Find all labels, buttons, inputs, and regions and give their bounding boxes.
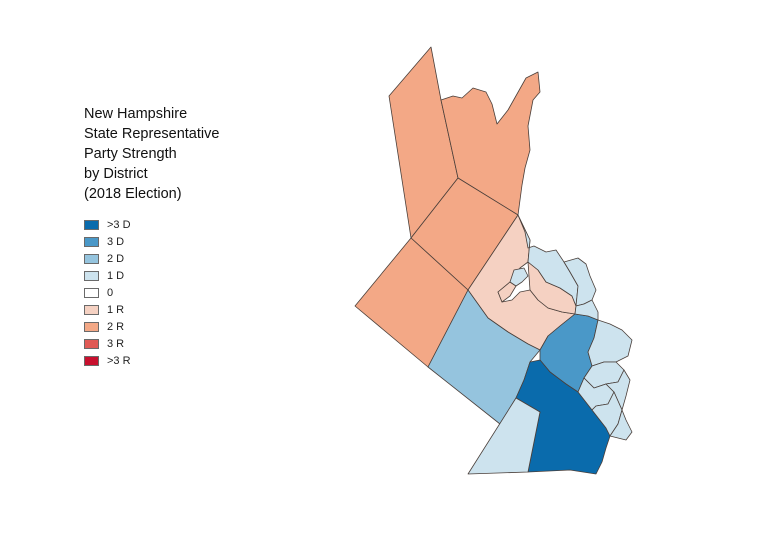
legend-label: 2 R <box>107 321 125 334</box>
legend-item: 2 D <box>84 250 131 267</box>
title-line-1: New Hampshire <box>84 106 188 122</box>
legend-item: 3 R <box>84 336 131 353</box>
legend-label: 0 <box>107 286 114 299</box>
legend-item: 1 D <box>84 267 131 284</box>
title-line-4: by District <box>84 166 148 182</box>
legend-label: >3 R <box>107 355 131 368</box>
legend-label: 3 D <box>107 235 125 248</box>
district-east-8[interactable] <box>609 409 633 441</box>
legend-swatch <box>84 339 99 350</box>
legend-item: 1 R <box>84 301 131 318</box>
legend-swatch <box>84 356 99 367</box>
legend-swatch <box>84 219 99 230</box>
district-east-2[interactable] <box>574 299 599 321</box>
legend-swatch <box>84 236 99 247</box>
legend-label: 3 R <box>107 338 125 351</box>
legend: >3 D 3 D 2 D 1 D 0 1 R 2 R 3 R >3 R <box>84 216 131 370</box>
legend-swatch <box>84 270 99 281</box>
title-line-3: Party Strength <box>84 146 177 162</box>
legend-swatch <box>84 253 99 264</box>
district-north-2[interactable] <box>440 71 541 216</box>
title-line-2: State Representative <box>84 126 220 142</box>
legend-item: >3 R <box>84 353 131 370</box>
legend-item: 3 D <box>84 233 131 250</box>
legend-swatch <box>84 305 99 316</box>
legend-swatch <box>84 322 99 333</box>
map-title: New Hampshire State Representative Party… <box>84 104 219 204</box>
legend-label: 2 D <box>107 252 125 265</box>
title-line-5: (2018 Election) <box>84 186 182 202</box>
legend-item: 2 R <box>84 319 131 336</box>
district-central-1r-c[interactable] <box>497 281 517 303</box>
legend-item: >3 D <box>84 216 131 233</box>
district-southwest-corner[interactable] <box>467 397 541 475</box>
legend-swatch <box>84 287 99 298</box>
district-south-gt3d[interactable] <box>515 359 611 475</box>
district-lake-1[interactable] <box>509 267 529 287</box>
legend-label: 1 D <box>107 269 125 282</box>
legend-label: 1 R <box>107 304 125 317</box>
legend-item: 0 <box>84 284 131 301</box>
legend-label: >3 D <box>107 218 131 231</box>
